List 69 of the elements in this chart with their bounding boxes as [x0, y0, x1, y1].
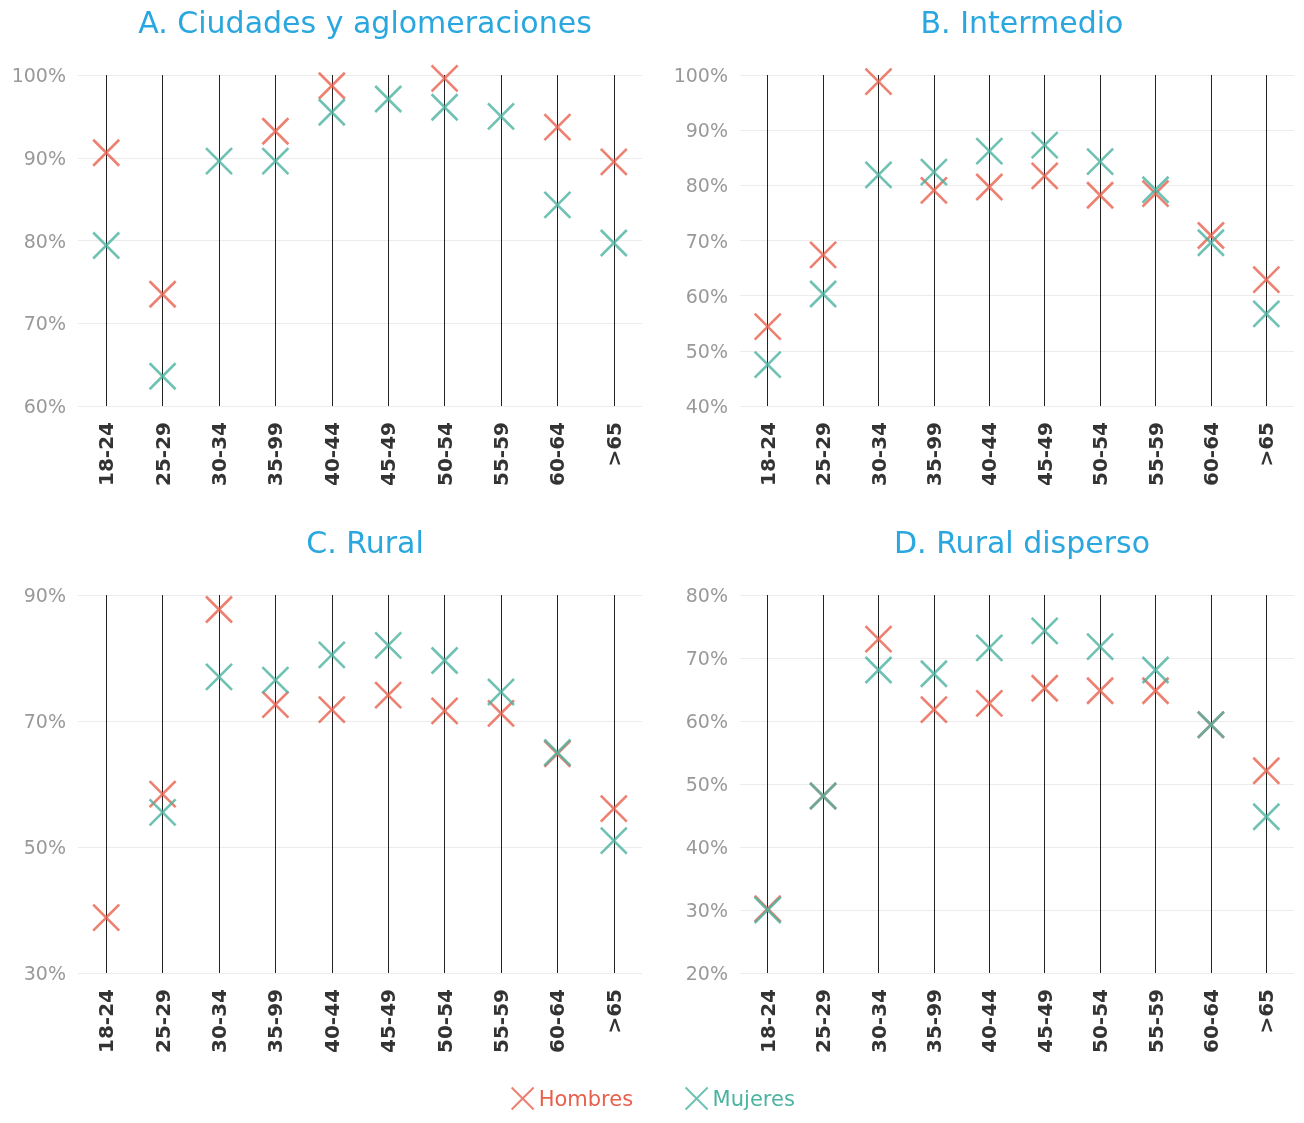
x-tick-label: 45-49 — [1032, 989, 1057, 1053]
x-tick-label: 18-24 — [94, 989, 119, 1053]
chart-title: C. Rural — [306, 524, 424, 560]
y-tick-label: 70% — [685, 229, 728, 252]
y-tick-label: 60% — [685, 284, 728, 307]
x-tick-label: 40-44 — [319, 422, 344, 486]
y-tick-label: 70% — [23, 312, 66, 335]
y-tick-label: 50% — [685, 773, 728, 795]
y-tick-label: 30% — [685, 899, 728, 921]
x-tick-label: >65 — [601, 989, 626, 1034]
x-tick-label: 25-29 — [150, 422, 175, 486]
y-tick-label: 60% — [685, 710, 728, 732]
y-tick-label: 60% — [23, 395, 66, 417]
y-tick-label: 80% — [685, 584, 728, 606]
y-tick-label: 70% — [23, 710, 66, 732]
x-tick-label: 30-34 — [866, 422, 891, 486]
x-tick-label: 30-34 — [207, 989, 231, 1053]
x-tick-label: 18-24 — [755, 989, 780, 1053]
y-tick-label: 80% — [23, 229, 66, 252]
x-tick-label: 30-34 — [207, 422, 231, 486]
y-tick-label: 50% — [685, 339, 728, 362]
y-tick-label: 70% — [685, 647, 728, 669]
y-tick-label: 90% — [23, 146, 66, 169]
x-tick-label: >65 — [1254, 422, 1279, 467]
x-tick-label: 45-49 — [1032, 422, 1057, 486]
x-tick-label: 18-24 — [94, 422, 119, 486]
x-tick-label: 35-99 — [921, 989, 946, 1053]
y-tick-label: 20% — [685, 962, 728, 984]
x-tick-label: 50-54 — [1088, 989, 1113, 1053]
x-tick-label: 55-59 — [489, 989, 513, 1053]
y-tick-label: 100% — [11, 64, 66, 86]
y-tick-label: 80% — [685, 174, 728, 197]
x-tick-label: 60-64 — [545, 989, 570, 1053]
x-tick-label: 35-99 — [921, 422, 946, 486]
x-tick-label: >65 — [601, 422, 626, 467]
chart-title: B. Intermedio — [920, 4, 1124, 40]
x-tick-label: 60-64 — [1198, 989, 1223, 1053]
y-tick-label: 90% — [23, 584, 66, 606]
y-tick-label: 90% — [685, 119, 728, 142]
x-tick-label: 40-44 — [319, 989, 344, 1053]
chart-title: D. Rural disperso — [893, 524, 1151, 560]
x-tick-label: 55-59 — [489, 422, 513, 486]
legend-label: Hombres — [538, 1086, 634, 1111]
x-tick-label: 25-29 — [811, 422, 836, 486]
x-tick-label: 45-49 — [376, 989, 401, 1053]
x-tick-label: 18-24 — [755, 422, 780, 486]
x-tick-label: >65 — [1254, 989, 1279, 1034]
x-tick-label: 60-64 — [545, 422, 570, 486]
x-tick-label: 45-49 — [376, 422, 401, 486]
x-tick-label: 30-34 — [866, 989, 891, 1053]
x-tick-label: 40-44 — [977, 422, 1002, 486]
y-tick-label: 40% — [685, 395, 728, 417]
x-tick-label: 25-29 — [150, 989, 175, 1053]
chart-title: A. Ciudades y aglomeraciones — [138, 4, 592, 40]
x-tick-label: 55-59 — [1143, 422, 1168, 486]
x-tick-label: 50-54 — [1088, 422, 1113, 486]
legend-label: Mujeres — [712, 1086, 795, 1111]
x-tick-label: 55-59 — [1143, 989, 1168, 1053]
x-tick-label: 50-54 — [432, 989, 457, 1053]
x-tick-label: 25-29 — [811, 989, 836, 1053]
x-tick-label: 35-99 — [263, 422, 288, 486]
x-tick-label: 50-54 — [432, 422, 457, 486]
x-tick-label: 35-99 — [263, 989, 288, 1053]
y-tick-label: 40% — [685, 836, 728, 858]
y-tick-label: 50% — [23, 836, 66, 858]
y-tick-label: 100% — [673, 64, 728, 86]
x-tick-label: 60-64 — [1198, 422, 1223, 486]
y-tick-label: 30% — [23, 962, 66, 984]
x-tick-label: 40-44 — [977, 989, 1002, 1053]
